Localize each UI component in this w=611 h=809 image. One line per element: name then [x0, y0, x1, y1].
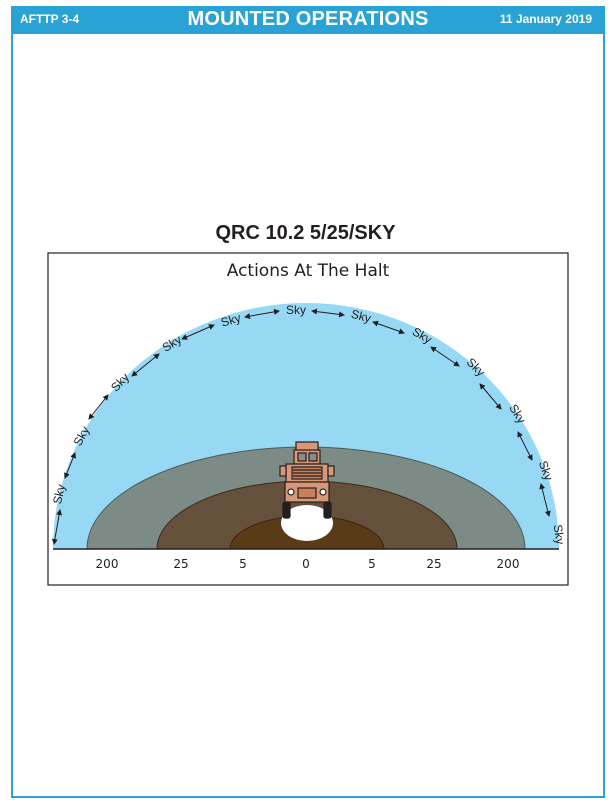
sky-arrow [479, 383, 502, 410]
halt-diagram: Sky Sky Sky Sky Sky Sky Sky Sky Sky Sky … [47, 252, 569, 586]
sky-label: Sky [350, 307, 373, 326]
sky-arrow [131, 353, 160, 377]
sky-arrow [311, 308, 345, 318]
vehicle-icon [279, 441, 335, 519]
sky-label: Sky [50, 483, 68, 505]
sky-arrow [430, 346, 460, 367]
sky-label: Sky [551, 524, 568, 546]
scale-label: 200 [497, 557, 520, 571]
sky-label: Sky [219, 311, 242, 330]
sky-arrow [539, 483, 551, 517]
sky-arrow [181, 324, 215, 340]
scale-label: 200 [96, 557, 119, 571]
vehicle-clear-area [281, 505, 333, 541]
document-id: AFTTP 3-4 [20, 12, 80, 26]
scale-label: 25 [426, 557, 441, 571]
sky-arrow [51, 509, 63, 545]
scale-labels: 200 25 5 0 5 25 200 [96, 557, 520, 571]
diagram-title: Actions At The Halt [227, 261, 390, 281]
sky-arrow [517, 431, 533, 461]
scale-label: 0 [302, 557, 310, 571]
scale-label: 25 [173, 557, 188, 571]
header-title: MOUNTED OPERATIONS [187, 8, 429, 30]
page-header: AFTTP 3-4 MOUNTED OPERATIONS 11 January … [11, 6, 605, 34]
sky-label: Sky [536, 459, 556, 483]
sky-perimeter-arrows [51, 308, 551, 545]
scale-label: 5 [239, 557, 247, 571]
document-date: 11 January 2019 [499, 12, 592, 26]
section-title: QRC 10.2 5/25/SKY [215, 222, 396, 244]
sky-arrow [88, 394, 109, 420]
sky-arrow [244, 308, 280, 320]
sky-label: Sky [286, 303, 306, 317]
scale-label: 5 [368, 557, 376, 571]
sky-arrow [372, 320, 405, 335]
sky-arrow [64, 452, 76, 479]
